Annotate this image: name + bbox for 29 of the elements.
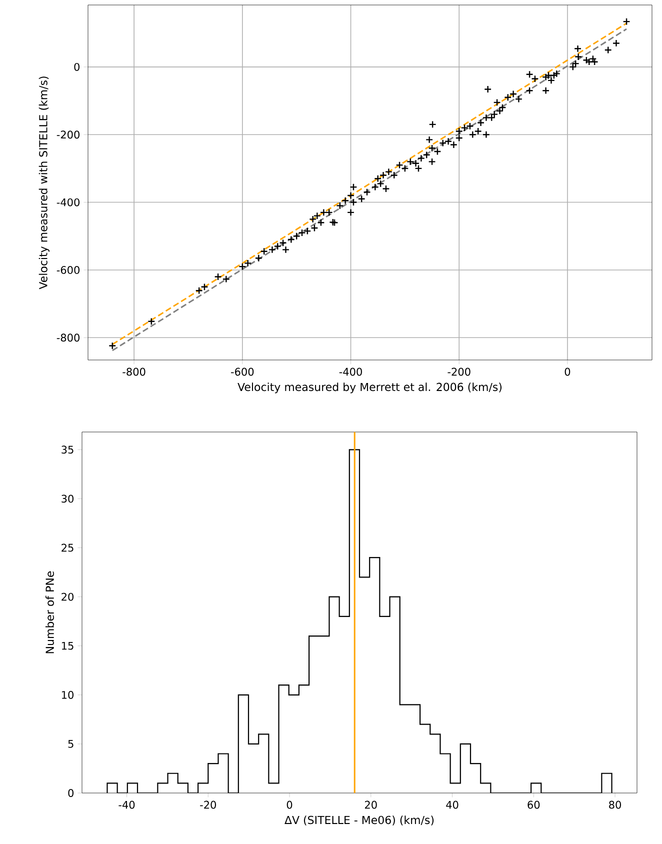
- y-tick-label: 10: [62, 690, 74, 699]
- x-axis-title: Velocity measured by Merrett et al. 2006 (km/s): [238, 382, 502, 394]
- x-tick-label: -800: [122, 368, 146, 376]
- x-tick-label: 0: [286, 800, 292, 809]
- x-tick-label: 80: [609, 800, 622, 809]
- y-tick-label: 5: [68, 740, 74, 748]
- y-axis-title: Number of PNe: [45, 571, 54, 654]
- x-tick-label: 40: [446, 800, 458, 809]
- x-tick-label: 60: [528, 800, 540, 809]
- x-axis-title: ΔV (SITELLE - Me06) (km/s): [284, 816, 434, 826]
- y-tick-label: -200: [56, 130, 80, 139]
- x-tick-label: -20: [200, 800, 216, 809]
- y-tick-label: 25: [62, 544, 74, 552]
- y-tick-label: 0: [68, 789, 74, 797]
- y-tick-label: -800: [56, 334, 80, 342]
- x-tick-label: -600: [231, 368, 254, 376]
- y-tick-label: 15: [62, 642, 74, 650]
- x-tick-label: 20: [364, 800, 377, 809]
- y-tick-label: 0: [74, 62, 80, 71]
- y-tick-label: 35: [62, 446, 74, 454]
- y-tick-label: 30: [62, 494, 74, 503]
- x-tick-label: -200: [448, 368, 470, 376]
- x-tick-label: -40: [118, 800, 135, 809]
- y-tick-label: -400: [56, 198, 80, 206]
- x-tick-label: -400: [339, 368, 362, 376]
- x-tick-label: 0: [564, 368, 570, 376]
- y-axis-title: Velocity measured with SITELLE (km/s): [38, 76, 50, 290]
- y-tick-label: 20: [62, 592, 74, 601]
- y-tick-label: -600: [56, 266, 80, 274]
